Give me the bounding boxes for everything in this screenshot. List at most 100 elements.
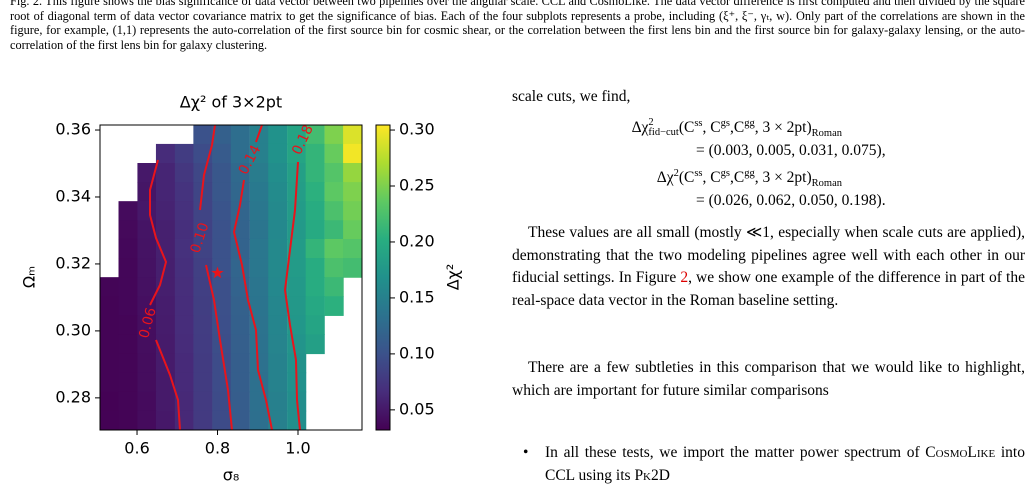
heatmap-cell <box>137 162 157 183</box>
heatmap-cell <box>305 162 325 183</box>
heatmap-cell <box>212 220 232 240</box>
text: , we show one example of the difference … <box>512 269 1025 309</box>
y-tick-label: 0.32 <box>55 253 91 272</box>
heatmap-cell <box>305 201 325 221</box>
heatmap-cell <box>118 353 138 374</box>
heatmap-cell <box>249 143 269 164</box>
heatmap-cell <box>118 277 138 297</box>
heatmap-cell <box>118 334 138 355</box>
colorbar <box>375 124 391 431</box>
heatmap-cell <box>137 277 157 297</box>
heatmap-cell <box>100 353 120 374</box>
heatmap-cell <box>230 410 250 430</box>
y-tick-label: 0.30 <box>55 320 91 339</box>
contour-line <box>232 125 273 430</box>
heatmap-cell <box>193 125 213 145</box>
heatmap-cell <box>268 391 288 412</box>
eq-sup: gs <box>720 167 730 179</box>
equation: Δχ2(Css, Cgs,Cgg, 3 × 2pt)Roman <box>442 167 842 190</box>
text: In all these tests, we import the matter… <box>545 444 926 461</box>
heatmap-cell <box>212 201 232 221</box>
heatmap-cell <box>193 162 213 183</box>
heatmap-cell <box>324 258 344 278</box>
heatmap-cell <box>193 201 213 221</box>
colorbar-tick-label: 0.25 <box>399 176 435 195</box>
heatmap-cell <box>268 182 288 202</box>
heatmap-cell <box>100 391 120 412</box>
y-axis-label: Ωₘ <box>20 266 39 288</box>
heatmap-cell <box>268 143 288 164</box>
bullet: • <box>523 444 529 461</box>
heatmap-cell <box>249 162 269 183</box>
heatmap-cell <box>193 238 213 259</box>
heatmap-cell <box>268 238 288 259</box>
heatmap-cell <box>100 410 120 430</box>
eq-text: (C <box>678 169 695 186</box>
text: into CCL using its <box>545 444 1025 484</box>
heatmap-cell <box>100 334 120 355</box>
heatmap-cell <box>155 182 176 202</box>
heatmap-cell <box>193 220 213 240</box>
eq-sup: 2 <box>673 167 679 179</box>
heatmap-cell <box>343 162 362 183</box>
eq-sup: gg <box>744 167 755 179</box>
heatmap-cell <box>212 182 232 202</box>
heatmap-cell <box>324 296 344 316</box>
heatmap-cell <box>343 182 362 202</box>
heatmap-cell <box>343 125 362 145</box>
heatmap-cell <box>343 238 362 259</box>
heatmap-cell <box>174 143 194 164</box>
heatmap-cell <box>174 296 194 316</box>
heatmap-cell <box>155 201 176 221</box>
heatmap-cell <box>174 334 194 355</box>
heatmap-cell <box>212 334 232 355</box>
figure-ref[interactable]: 2 <box>680 269 689 286</box>
heatmap-cell <box>305 238 325 259</box>
heatmap-cell <box>249 258 269 278</box>
eq-text: ,C <box>729 169 745 186</box>
heatmap-cell <box>193 391 213 412</box>
heatmap-cell <box>100 296 120 316</box>
contour-line <box>149 159 181 430</box>
heatmap-cell <box>193 296 213 316</box>
heatmap-cell <box>305 334 325 355</box>
heatmap-cell <box>324 220 344 240</box>
heatmap-cell <box>305 315 325 336</box>
heatmap-cell <box>155 315 176 336</box>
heatmap-cell <box>230 125 250 145</box>
heatmap-cell <box>230 258 250 278</box>
heatmap-cell <box>305 143 325 164</box>
heatmap-cell <box>212 315 232 336</box>
heatmap-cell <box>118 391 138 412</box>
heatmap-cell <box>174 238 194 259</box>
heatmap-cell <box>193 334 213 355</box>
colorbar-tick-label: 0.05 <box>399 399 435 418</box>
colorbar-tick-label: 0.30 <box>399 120 435 139</box>
y-tick-label: 0.28 <box>55 387 91 406</box>
x-axis-label: σ₈ <box>223 466 240 485</box>
heatmap-cell <box>268 125 288 145</box>
heatmap-cell <box>268 220 288 240</box>
heatmap-cell <box>212 143 232 164</box>
contour-label: 0.06 <box>136 306 160 340</box>
heatmap-cell <box>230 143 250 164</box>
heatmap-cell <box>305 125 325 145</box>
text: Pk2D <box>634 466 670 484</box>
heatmap-cell <box>100 315 120 336</box>
contour-line <box>199 125 233 430</box>
heatmap-cell <box>268 162 288 183</box>
bullet-item: • In all these tests, we import the matte… <box>523 442 1025 487</box>
heatmap-cell <box>212 162 232 183</box>
heatmap-cell <box>193 372 213 393</box>
eq-sub: Roman <box>811 128 842 140</box>
heatmap <box>100 125 362 430</box>
plot-frame <box>99 124 363 431</box>
heatmap-cell <box>174 258 194 278</box>
heatmap-cell <box>287 258 307 278</box>
paragraph: These values are all small (mostly ≪1, e… <box>512 222 1025 312</box>
heatmap-cell <box>118 372 138 393</box>
heatmap-cell <box>230 353 250 374</box>
eq-sub: fid−cut <box>648 127 679 139</box>
heatmap-cell <box>100 372 120 393</box>
heatmap-cell <box>249 334 269 355</box>
